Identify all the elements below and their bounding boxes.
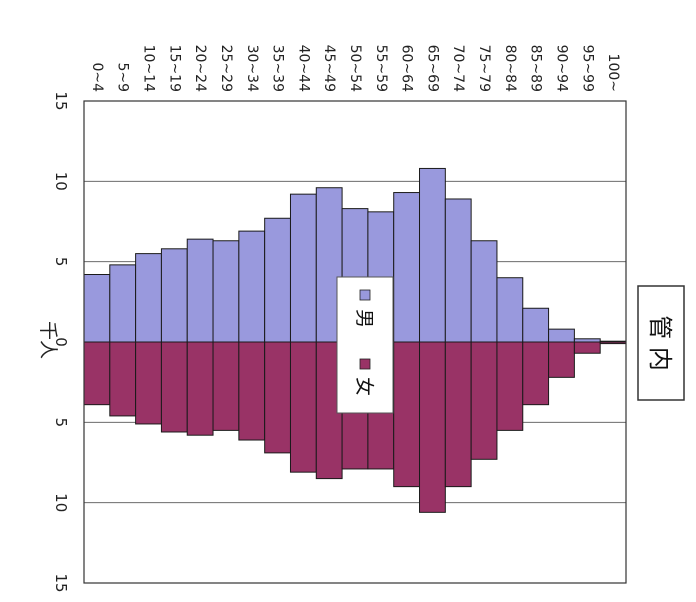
category-axis: 0~4 5~9 10~14 15~19 20~24 25~29 30~34 35~39 40~4…: [89, 45, 621, 92]
category-label: 75~79: [476, 45, 492, 92]
value-tick-label: 10: [52, 172, 70, 191]
legend-swatch-female: [359, 358, 371, 370]
bar-male: [212, 240, 240, 343]
legend-box: [336, 276, 394, 414]
bar-male: [470, 240, 498, 343]
bar-female: [212, 341, 240, 431]
bar-male: [289, 193, 317, 343]
category-label: 30~34: [244, 45, 260, 92]
category-label: 10~14: [141, 45, 157, 92]
bar-female: [470, 341, 498, 460]
bar-female: [83, 341, 111, 406]
value-tick-label: 15: [52, 574, 70, 593]
category-label: 25~29: [218, 45, 234, 92]
value-tick-label: 15: [52, 91, 70, 110]
value-tick-label: 5: [52, 257, 70, 267]
category-label: 80~84: [502, 45, 518, 92]
value-tick-label: 10: [52, 493, 70, 512]
bar-male: [238, 230, 266, 343]
chart-title: 管 内: [637, 285, 685, 401]
category-label: 90~94: [553, 45, 569, 92]
category-label: 45~49: [321, 45, 337, 92]
category-label: 0~4: [89, 62, 105, 92]
bar-female: [186, 341, 214, 436]
legend-label-female: 女: [353, 377, 375, 396]
bar-male: [496, 277, 524, 343]
category-label: 15~19: [166, 45, 182, 92]
category-label: 5~9: [115, 62, 131, 92]
bar-female: [444, 341, 472, 488]
bar-male: [83, 274, 111, 343]
bar-male: [264, 217, 291, 343]
category-label: 60~64: [399, 45, 415, 92]
category-label: 35~39: [270, 45, 286, 92]
category-label: 40~44: [295, 45, 311, 92]
bar-female: [289, 341, 317, 473]
legend-swatch-male: [359, 289, 371, 301]
value-tick-label: 0: [52, 337, 70, 347]
category-label: 85~89: [528, 45, 544, 92]
value-axis: 15 10 5 0 5 10 15: [52, 91, 70, 592]
title-box: [637, 285, 685, 401]
bar-female: [160, 341, 188, 433]
bar-male: [186, 238, 214, 343]
bar-female: [135, 341, 162, 425]
value-tick-label: 5: [52, 418, 70, 428]
bar-male: [135, 253, 162, 343]
bar-male: [522, 307, 550, 343]
bar-female: [264, 341, 291, 454]
bar-female: [238, 341, 266, 441]
bar-female: [109, 341, 137, 417]
bar-female: [393, 341, 421, 488]
category-label: 100~: [605, 54, 621, 92]
bar-female: [419, 341, 446, 513]
plot-area-frame: [83, 100, 627, 584]
category-label: 95~99: [579, 45, 595, 92]
category-label: 65~69: [424, 45, 440, 92]
bar-male: [548, 328, 575, 343]
bar-female: [548, 341, 575, 378]
legend-label-male: 男: [353, 309, 375, 328]
bar-male: [419, 167, 446, 343]
category-label: 20~24: [192, 45, 208, 92]
bar-female: [522, 341, 550, 406]
value-unit-label: 千人: [37, 321, 59, 359]
bar-male: [109, 264, 137, 343]
category-label: 50~54: [347, 45, 363, 92]
category-label: 55~59: [373, 45, 389, 92]
bar-male: [444, 198, 472, 343]
bar-male: [160, 248, 188, 343]
bar-female: [573, 341, 601, 354]
bar-female: [496, 341, 524, 431]
bar-female: [599, 341, 627, 345]
title-text: 管 内: [646, 315, 674, 371]
category-label: 70~74: [450, 45, 466, 92]
legend: 男 女: [336, 276, 394, 414]
bar-male: [393, 192, 421, 343]
